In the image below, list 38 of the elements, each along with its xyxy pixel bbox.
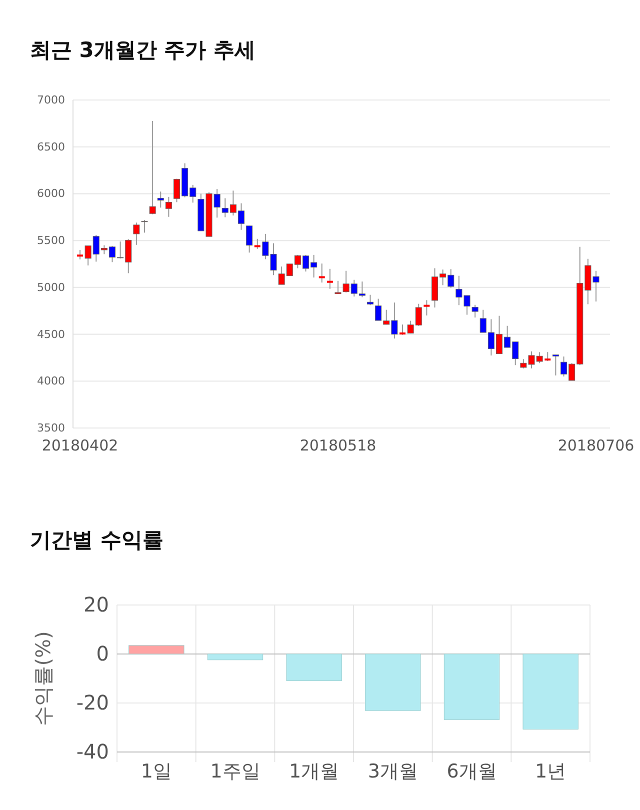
candlestick [318, 263, 326, 284]
candlestick [246, 225, 253, 254]
chart-title: 기간별 수익률 [30, 528, 164, 552]
candlestick [422, 300, 431, 316]
y-tick-label: 4000 [37, 374, 65, 388]
candlestick [367, 294, 374, 306]
x-tick-label: 20180518 [300, 436, 376, 455]
candlestick [552, 354, 559, 376]
candlestick [253, 238, 262, 250]
x-tick-label: 20180402 [42, 436, 118, 455]
chart-title: 최근 3개월간 주가 추세 [30, 38, 256, 62]
candlestick [326, 268, 334, 290]
y-tick-label: 20 [84, 592, 109, 616]
y-tick-label: 5000 [37, 280, 65, 294]
y-axis-title: 수익률(%) [31, 631, 55, 726]
y-tick-label: -20 [76, 690, 109, 714]
x-tick-label: 20180706 [558, 436, 634, 455]
candlestick [133, 222, 140, 246]
y-tick-label: 6500 [37, 140, 65, 154]
y-tick-label: -40 [76, 739, 109, 764]
x-tick-label: 1주일 [210, 760, 260, 782]
y-tick-label: 0 [96, 641, 109, 666]
x-tick-label: 6개월 [446, 760, 497, 782]
x-tick-label: 3개월 [368, 760, 418, 782]
candlestick [334, 280, 342, 294]
y-tick-label: 3500 [37, 422, 65, 435]
x-tick-label: 1년 [535, 760, 566, 782]
y-tick-label: 7000 [37, 94, 65, 107]
candlestick [141, 219, 148, 234]
y-tick-label: 6000 [37, 187, 65, 200]
y-tick-label: 4500 [37, 328, 65, 341]
x-tick-label: 1일 [140, 760, 172, 782]
candlestick [165, 196, 172, 218]
x-tick-label: 1개월 [289, 760, 340, 782]
y-tick-label: 5500 [37, 234, 65, 248]
candlestick [472, 304, 478, 318]
candlestick [157, 191, 164, 208]
candlestick [149, 120, 156, 215]
